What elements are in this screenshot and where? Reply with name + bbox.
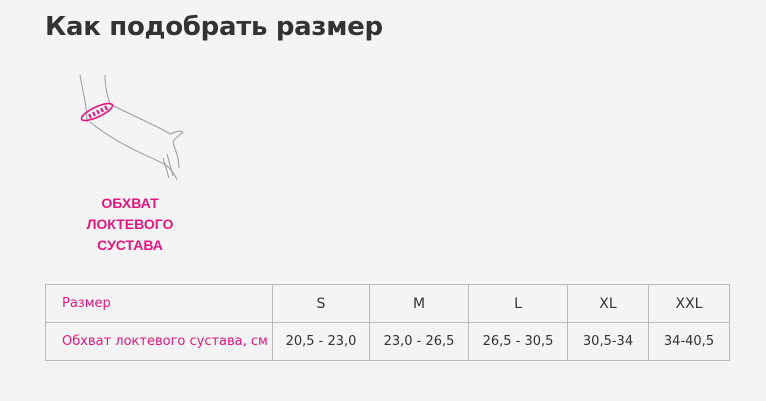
circumference-label: Обхват локтевого сустава, см bbox=[45, 322, 273, 361]
value-l: 26,5 - 30,5 bbox=[468, 322, 568, 361]
size-m: M bbox=[369, 284, 469, 323]
size-xxl: XXL bbox=[648, 284, 730, 323]
table-row: Обхват локтевого сустава, см 20,5 - 23,0… bbox=[45, 322, 730, 361]
page-title: Как подобрать размер bbox=[45, 12, 383, 42]
size-xl: XL bbox=[567, 284, 649, 323]
value-s: 20,5 - 23,0 bbox=[272, 322, 370, 361]
elbow-circumference-arm-icon bbox=[79, 74, 184, 181]
caption-line: ОБХВАТ bbox=[101, 195, 159, 211]
size-s: S bbox=[272, 284, 370, 323]
caption-line: СУСТАВА bbox=[97, 237, 163, 253]
measurement-caption: ОБХВАТ ЛОКТЕВОГО СУСТАВА bbox=[70, 193, 190, 256]
value-m: 23,0 - 26,5 bbox=[369, 322, 469, 361]
table-header-row: Размер S M L XL XXL bbox=[45, 284, 730, 323]
value-xxl: 34-40,5 bbox=[648, 322, 730, 361]
size-l: L bbox=[468, 284, 568, 323]
size-table: Размер S M L XL XXL Обхват локтевого сус… bbox=[45, 284, 730, 361]
value-xl: 30,5-34 bbox=[567, 322, 649, 361]
caption-line: ЛОКТЕВОГО bbox=[86, 216, 174, 232]
size-label: Размер bbox=[45, 284, 273, 323]
